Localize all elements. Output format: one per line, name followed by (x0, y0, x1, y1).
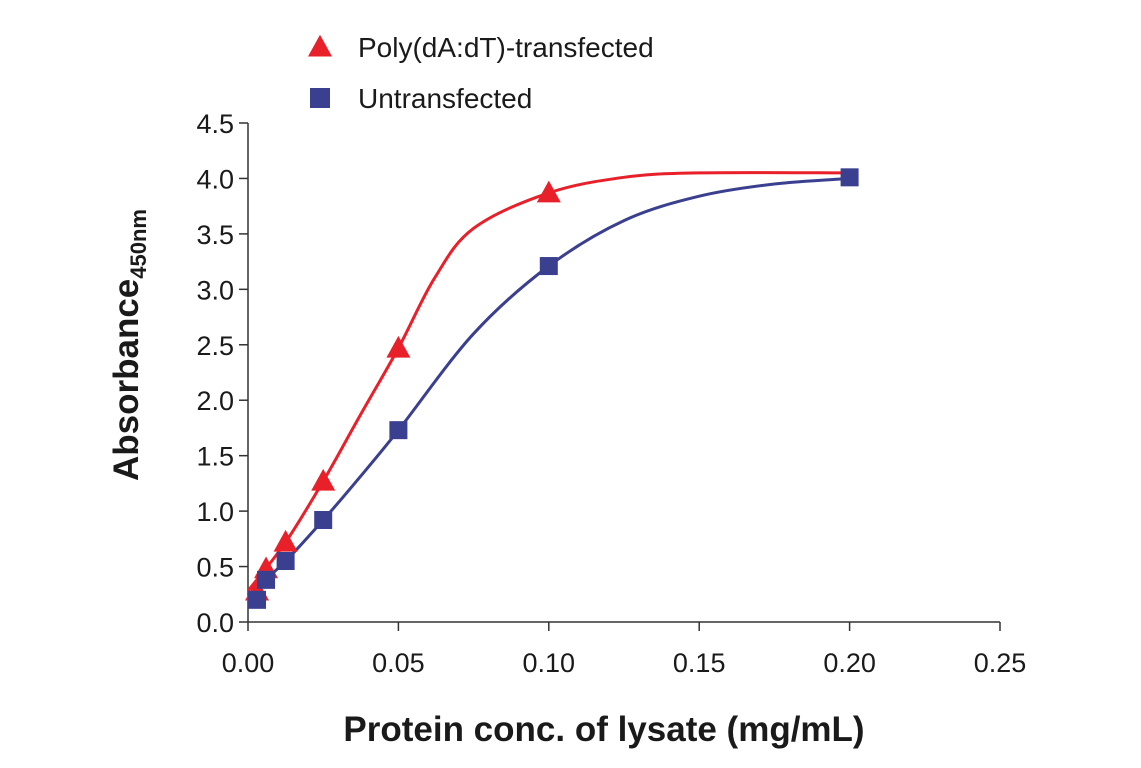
data-point-transfected (386, 335, 411, 358)
y-axis-title-subscript: 450nm (126, 209, 151, 279)
data-point-untransfected (257, 570, 276, 589)
x-tick-label: 0.10 (523, 648, 576, 678)
y-tick-label: 0.0 (196, 608, 234, 638)
y-tick-label: 3.5 (196, 220, 234, 250)
data-point-untransfected (389, 421, 408, 440)
curves (246, 171, 850, 597)
series-line-untransfected (246, 176, 850, 597)
x-tick-label: 0.15 (673, 648, 726, 678)
x-tick-label: 0.00 (222, 648, 275, 678)
y-tick-label: 1.5 (196, 442, 234, 472)
data-point-untransfected (314, 510, 333, 529)
y-tick-label: 4.0 (196, 164, 234, 194)
legend-label-untransfected: Untransfected (358, 83, 532, 114)
y-tick-label: 3.0 (196, 275, 234, 305)
data-point-untransfected (840, 168, 859, 187)
y-tick-label: 0.5 (196, 553, 234, 583)
data-point-transfected (311, 468, 336, 491)
y-tick-label: 4.5 (196, 109, 234, 139)
legend-label-transfected: Poly(dA:dT)-transfected (358, 32, 654, 63)
data-point-untransfected (248, 590, 267, 609)
x-tick-label: 0.25 (974, 648, 1027, 678)
legend-marker-transfected (308, 34, 332, 57)
y-axis-title: Absorbance450nm (107, 209, 151, 481)
y-tick-label: 1.0 (196, 497, 234, 527)
x-ticks: 0.00 0.05 0.10 0.15 0.20 0.25 (222, 622, 1027, 678)
legend: Poly(dA:dT)-transfected Untransfected (308, 32, 654, 114)
y-tick-label: 2.5 (196, 331, 234, 361)
data-point-untransfected (276, 552, 295, 571)
data-point-untransfected (539, 257, 558, 276)
y-tick-label: 2.0 (196, 386, 234, 416)
y-axis-title-main: Absorbance (107, 279, 146, 481)
series-line-transfected (246, 171, 850, 592)
x-axis-title: Protein conc. of lysate (mg/mL) (343, 710, 864, 749)
axes (247, 123, 1000, 623)
x-tick-label: 0.05 (372, 648, 425, 678)
data-point-transfected (273, 529, 298, 552)
markers (245, 168, 859, 609)
legend-marker-untransfected (310, 88, 330, 108)
x-tick-label: 0.20 (823, 648, 876, 678)
data-point-transfected (536, 180, 561, 203)
y-ticks: 0.0 0.5 1.0 1.5 2.0 2.5 3.0 3.5 4.0 4.5 (196, 109, 248, 638)
